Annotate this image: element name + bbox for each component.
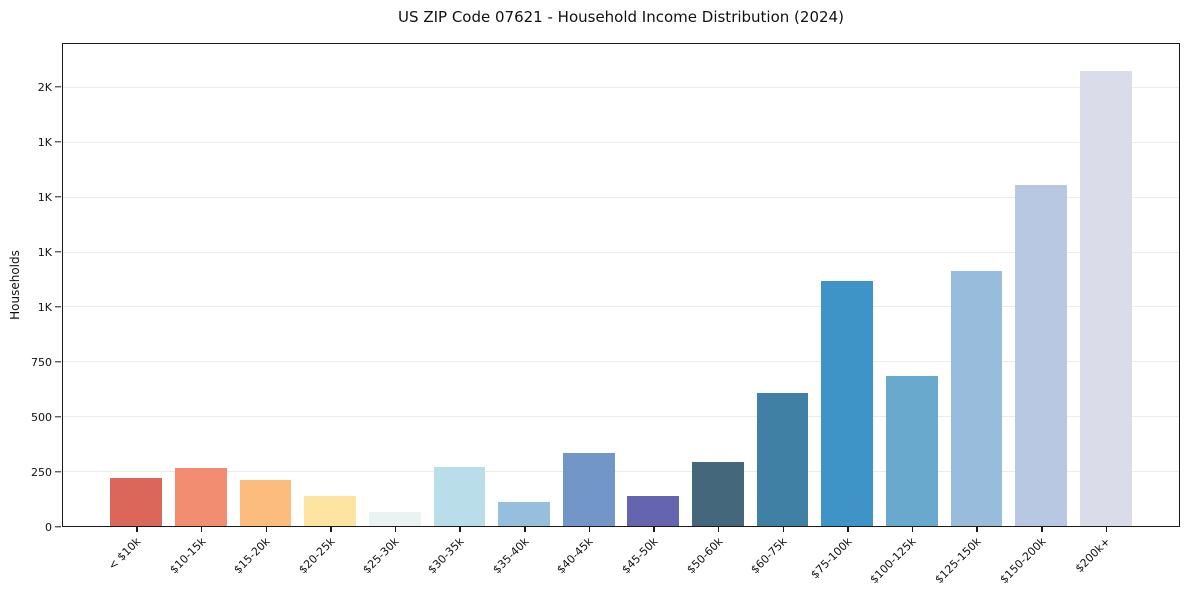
y-tick-label: 250 — [31, 466, 52, 480]
bar-slot: $60-75k — [748, 44, 815, 576]
bar — [1079, 70, 1132, 526]
y-axis-label: Households — [8, 250, 22, 320]
bar-slot: $40-45k — [555, 44, 621, 576]
y-tick-mark — [55, 196, 61, 198]
y-tick-label: 750 — [31, 356, 52, 370]
y-tick-mark — [55, 306, 61, 308]
gridline — [63, 87, 1179, 89]
gridline — [63, 415, 1179, 417]
y-tick-label: 500 — [31, 411, 52, 425]
x-tick-label: $100-125k — [867, 535, 920, 587]
x-tick-mark — [330, 527, 332, 532]
x-tick-mark — [1041, 527, 1043, 532]
x-tick-label: $50-60k — [683, 535, 726, 577]
bar — [433, 466, 486, 526]
gridline — [63, 142, 1179, 144]
bar-slot: $75-100k — [808, 44, 880, 581]
bar-slot: $30-35k — [425, 44, 492, 576]
plot-area: < $10k $10-15k $15-20k $20-25k $25-30k $30-35… — [62, 43, 1180, 586]
x-tick-mark — [653, 527, 655, 532]
bar — [627, 496, 680, 526]
bars-layer: < $10k $10-15k $15-20k $20-25k $25-30k $30-35… — [63, 44, 1179, 586]
bar-slot: $45-50k — [619, 44, 686, 576]
x-tick-mark — [588, 527, 591, 532]
x-tick-mark — [524, 527, 526, 532]
y-tick-mark — [55, 416, 61, 418]
y-tick-label: 2K — [37, 81, 52, 95]
x-tick-label: $200k+ — [1072, 535, 1113, 576]
chart-title: US ZIP Code 07621 - Household Income Dis… — [398, 8, 844, 26]
bar — [821, 280, 874, 526]
bar — [950, 270, 1003, 526]
bar-slot: $125-150k — [932, 44, 1009, 586]
gridline — [63, 470, 1179, 472]
bar — [1015, 185, 1067, 526]
bar — [756, 393, 809, 526]
gridline — [63, 251, 1179, 253]
x-tick-label: $40-45k — [554, 535, 596, 577]
x-tick-label: $20-25k — [296, 535, 338, 577]
x-tick-mark — [265, 527, 268, 532]
y-tick-label: 1K — [37, 191, 52, 205]
x-tick-label: $125-150k — [932, 535, 984, 587]
x-tick-label: $10-15k — [166, 535, 209, 577]
bar-slot: $15-20k — [231, 44, 298, 576]
bar — [368, 511, 421, 526]
x-tick-label: $150-200k — [997, 535, 1049, 587]
bar — [692, 462, 744, 526]
grid-layer — [63, 44, 1179, 526]
gridline — [63, 196, 1179, 198]
y-tick-mark — [55, 526, 61, 528]
y-tick-mark — [55, 471, 61, 473]
x-tick-mark — [459, 527, 461, 532]
bar — [175, 467, 227, 526]
bar-slot: $20-25k — [296, 44, 363, 576]
bar-slot: $100-125k — [868, 44, 945, 586]
bar — [304, 496, 357, 526]
x-tick-mark — [847, 527, 849, 532]
y-tick-mark — [55, 251, 61, 253]
bar — [239, 480, 292, 526]
bar-slot: $150-200k — [997, 44, 1074, 586]
x-tick-label: < $10k — [105, 535, 144, 573]
bar-slot: $10-15k — [167, 44, 234, 576]
x-tick-mark — [976, 527, 978, 532]
x-tick-mark — [911, 527, 914, 532]
bar — [885, 376, 938, 526]
x-tick-mark — [200, 527, 203, 532]
x-tick-label: $45-50k — [619, 535, 661, 577]
bar-slot: $50-60k — [684, 44, 751, 576]
x-tick-label: $75-100k — [808, 535, 855, 582]
y-tick-mark — [55, 361, 61, 363]
x-tick-label: $35-40k — [489, 535, 532, 577]
y-tick-mark — [55, 141, 61, 143]
x-tick-mark — [717, 527, 720, 532]
y-tick-label: 1K — [37, 136, 52, 150]
x-tick-label: $30-35k — [425, 535, 467, 577]
x-tick-mark — [1105, 527, 1108, 532]
y-tick-label: 0 — [45, 521, 52, 535]
y-tick-label: 1K — [37, 246, 52, 260]
bar — [562, 453, 615, 526]
bar-slot: $25-30k — [361, 44, 428, 576]
x-tick-label: $25-30k — [360, 535, 403, 577]
bar-slot: < $10k — [104, 44, 169, 573]
bar — [110, 477, 163, 526]
x-tick-mark — [136, 527, 138, 532]
y-tick-mark — [55, 86, 61, 88]
gridline — [63, 306, 1179, 308]
x-tick-mark — [394, 527, 397, 532]
x-tick-label: $60-75k — [748, 535, 790, 577]
y-tick-label: 1K — [37, 301, 52, 315]
gridline — [63, 361, 1179, 363]
x-tick-mark — [782, 527, 785, 532]
bar-slot: $200k+ — [1073, 44, 1138, 575]
bar — [498, 502, 550, 526]
bar-slot: $35-40k — [490, 44, 557, 576]
x-tick-label: $15-20k — [231, 535, 273, 577]
